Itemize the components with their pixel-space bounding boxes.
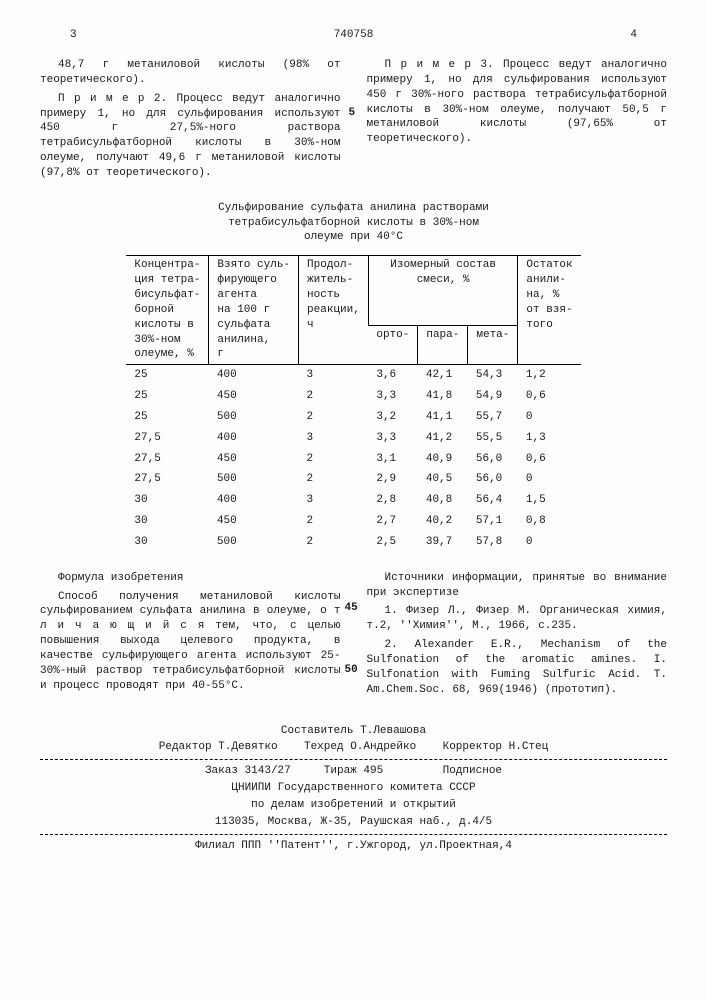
order-row: Заказ 3143/27 Тираж 495 Подписное	[40, 764, 667, 779]
margin-5: 5	[349, 106, 356, 121]
page-num-left: 3	[70, 28, 77, 43]
staff-row: Редактор Т.Девятко Техред О.Андрейко Кор…	[40, 740, 667, 755]
formula-text: Способ получения метаниловой кислоты сул…	[40, 590, 341, 694]
th-isomer: Изомерный состав смеси, %	[368, 256, 518, 325]
table-row: 2540033,642,154,31,2	[126, 365, 580, 386]
formula-left: Формула изобретения Способ получения мет…	[40, 571, 341, 702]
margin-45: 45	[345, 601, 358, 616]
formula-block: Формула изобретения Способ получения мет…	[40, 571, 667, 702]
table-row: 3045022,740,257,10,8	[126, 511, 580, 532]
margin-50: 50	[345, 663, 358, 678]
podpis: Подписное	[443, 765, 502, 777]
page-header: 3 740758 4	[40, 28, 667, 50]
source-1: 1. Физер Л., Физер М. Органическая химия…	[367, 604, 668, 634]
intro-left-p2: П р и м е р 2. Процесс ведут аналогично …	[40, 92, 341, 181]
order: Заказ 3143/27	[205, 765, 291, 777]
corrector: Корректор Н.Стец	[443, 741, 549, 753]
intro-columns: 48,7 г метаниловой кислоты (98% от теоре…	[40, 58, 667, 185]
th-duration: Продол- житель- ность реакции, ч	[299, 256, 369, 365]
dashline-2	[40, 834, 667, 835]
formula-heading: Формула изобретения	[40, 571, 341, 586]
table-title-line2: тетрабисульфатборной кислоты в 30%-ном	[40, 216, 667, 231]
table-row: 27,545023,140,956,00,6	[126, 449, 580, 470]
filial: Филиал ППП ''Патент'', г.Ужгород, ул.Про…	[40, 839, 667, 854]
table-title-line1: Сульфирование сульфата анилина растворам…	[40, 201, 667, 216]
th-meta: мета-	[468, 325, 518, 365]
org2: по делам изобретений и открытий	[40, 798, 667, 813]
table-row: 2550023,241,155,70	[126, 407, 580, 428]
tirazh: Тираж 495	[324, 765, 383, 777]
intro-left-col: 48,7 г метаниловой кислоты (98% от теоре…	[40, 58, 341, 185]
th-para: пара-	[418, 325, 468, 365]
source-2: 2. Alexander E.R., Mechanism of the Sulf…	[367, 638, 668, 697]
sources-heading: Источники информации, принятые во вниман…	[367, 571, 668, 601]
table-row: 3040032,840,856,41,5	[126, 490, 580, 511]
dashline-1	[40, 759, 667, 760]
page-num-right: 4	[630, 28, 637, 43]
address: 113035, Москва, Ж-35, Раушская наб., д.4…	[40, 815, 667, 830]
org1: ЦНИИПИ Государственного комитета СССР	[40, 781, 667, 796]
th-agent: Взято суль- фирующего агента на 100 г су…	[209, 256, 299, 365]
intro-right-col: 5 П р и м е р 3. Процесс ведут аналогичн…	[367, 58, 668, 185]
compiler-row: Составитель Т.Левашова	[40, 724, 667, 739]
table-row: 3050022,539,757,80	[126, 532, 580, 553]
table-body: 2540033,642,154,31,2 2545023,341,854,90,…	[126, 365, 580, 553]
th-conc: Концентра- ция тетра- бисульфат- борной …	[126, 256, 209, 365]
table-row: 27,540033,341,255,51,3	[126, 428, 580, 449]
editor: Редактор Т.Девятко	[159, 741, 278, 753]
table-title-line3: олеуме при 40°С	[40, 230, 667, 245]
patent-number: 740758	[334, 28, 374, 43]
footer: Составитель Т.Левашова Редактор Т.Девятк…	[40, 724, 667, 854]
data-table: Концентра- ция тетра- бисульфат- борной …	[126, 255, 580, 553]
th-residue: Остаток анили- на, % от взя- того	[518, 256, 581, 365]
table-title: Сульфирование сульфата анилина растворам…	[40, 201, 667, 246]
tech: Техред О.Андрейко	[304, 741, 416, 753]
th-orto: орто-	[368, 325, 418, 365]
table-row: 2545023,341,854,90,6	[126, 386, 580, 407]
formula-right: 45 50 Источники информации, принятые во …	[367, 571, 668, 702]
intro-left-p1: 48,7 г метаниловой кислоты (98% от теоре…	[40, 58, 341, 88]
intro-right-p1: П р и м е р 3. Процесс ведут аналогично …	[367, 58, 668, 147]
table-row: 27,550022,940,556,00	[126, 469, 580, 490]
